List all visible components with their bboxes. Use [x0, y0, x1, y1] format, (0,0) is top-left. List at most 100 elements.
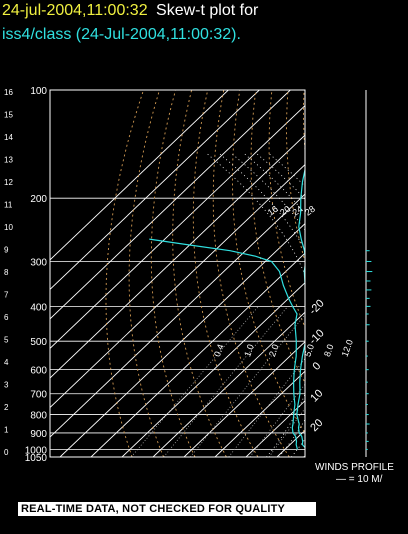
dry-adiabat-line — [286, 90, 305, 263]
plot-title: 24-jul-2004,11:00:32 Skew-t plot for — [2, 2, 258, 20]
dry-adiabat-line — [384, 90, 408, 457]
isotherm-line — [90, 252, 305, 457]
pressure-tick-label: 1000 — [25, 445, 48, 456]
dry-adiabat-grid — [105, 90, 408, 457]
isotherm-line — [50, 90, 260, 291]
dry-adiabat-line — [172, 90, 227, 457]
height-tick-label: 13 — [4, 156, 13, 165]
dry-adiabat-line — [400, 90, 408, 457]
height-tick-label: 15 — [4, 111, 13, 120]
dry-adiabat-line — [212, 90, 290, 457]
height-tick-label: 14 — [4, 133, 13, 142]
height-tick-label: 10 — [4, 223, 13, 232]
height-tick-label: 12 — [4, 178, 13, 187]
dry-adiabat-line — [231, 90, 305, 434]
mixing-ratio-line — [249, 383, 305, 457]
dry-adiabat-line — [368, 90, 408, 457]
height-tick-label: 8 — [4, 268, 9, 277]
isotherm-line — [50, 163, 305, 409]
pressure-tick-label: 400 — [30, 302, 47, 313]
moist-adiabat-label: 20 — [278, 204, 292, 218]
mixing-ratio-label: 0.4 — [212, 343, 226, 358]
temperature-tick-label: 10 — [308, 387, 325, 404]
wind-profile-label: WINDS PROFILE — [315, 462, 394, 473]
height-tick-label: 6 — [4, 313, 9, 322]
mixing-ratio-line — [228, 358, 305, 457]
height-tick-label: 11 — [4, 201, 13, 210]
height-tick-label: 5 — [4, 336, 9, 345]
dry-adiabat-line — [192, 90, 259, 457]
temperature-tick-label: -20 — [307, 297, 327, 317]
mixing-ratio-label: 5.0 — [302, 343, 316, 358]
quality-warning: REAL-TIME DATA, NOT CHECKED FOR QUALITY — [18, 502, 316, 516]
isotherm-line — [50, 90, 291, 320]
wind-profile — [365, 90, 373, 457]
mixing-ratio-label: 8.0 — [322, 343, 336, 358]
isotherm-line — [152, 311, 305, 457]
isotherm-line — [121, 282, 305, 457]
isotherm-line — [245, 400, 305, 457]
wind-scale-label: — = 10 M/ — [336, 474, 383, 485]
height-tick-label: 7 — [4, 291, 9, 300]
mixing-ratio-line — [163, 306, 289, 457]
pressure-tick-label: 800 — [30, 411, 47, 422]
temperature-tick-label: 0 — [310, 360, 323, 373]
isotherm-line — [308, 90, 408, 457]
moist-adiabat-label: 28 — [303, 204, 317, 218]
isotherm-grid — [50, 90, 408, 457]
dry-adiabat-line — [105, 90, 144, 457]
pressure-tick-label: 200 — [30, 194, 47, 205]
height-tick-label: 16 — [4, 88, 13, 97]
height-tick-label: 2 — [4, 403, 9, 412]
moist-adiabat-label: 16 — [266, 204, 280, 218]
plot-subtitle: iss4/class (24-Jul-2004,11:00:32). — [2, 26, 241, 43]
dry-adiabat-line — [268, 90, 305, 329]
isotherm-line — [59, 223, 305, 457]
dry-adiabat-line — [320, 90, 408, 457]
plot-frame — [49, 89, 306, 458]
height-tick-label: 1 — [4, 426, 9, 435]
temperature-tick-label: 20 — [308, 417, 325, 434]
isotherm-line — [50, 90, 229, 261]
height-tick-label: 3 — [4, 381, 9, 390]
mixing-ratio-line — [189, 314, 305, 457]
isotherm-line — [50, 193, 305, 438]
height-tick-label: 0 — [4, 448, 9, 457]
dry-adiabat-line — [336, 90, 408, 457]
isotherm-line — [401, 90, 408, 457]
pressure-tick-label: 700 — [30, 390, 47, 401]
temperature-profile-line — [296, 166, 305, 449]
isotherm-line — [183, 341, 305, 457]
isobar-grid — [50, 197, 305, 450]
isotherm-line — [370, 90, 408, 457]
moist-adiabat-line — [243, 152, 305, 457]
mixing-ratio-label: 2.0 — [267, 343, 281, 358]
mixing-ratio-label: 1.0 — [242, 343, 256, 358]
pressure-tick-label: 600 — [30, 366, 47, 377]
title-date: 24-jul-2004,11:00:32 — [2, 2, 148, 19]
mixing-ratio-line — [130, 306, 259, 457]
isotherm-line — [50, 134, 305, 379]
isotherm-line — [339, 90, 408, 457]
mixing-ratio-label: 12.0 — [340, 338, 355, 358]
pressure-tick-label: 1050 — [25, 453, 48, 464]
pressure-tick-label: 300 — [30, 257, 47, 268]
mixing-ratio-grid: 0.4 1.0 2.0 5.0 8.0 12.0 — [130, 306, 355, 457]
height-tick-label: 9 — [4, 246, 9, 255]
axis-labels: 1050100090080070060050040030020010001234… — [4, 86, 327, 464]
dry-adiabat-line — [250, 90, 305, 384]
dry-adiabat-line — [150, 90, 196, 457]
isotherm-line — [214, 370, 305, 457]
pressure-tick-label: 900 — [30, 429, 47, 440]
mixing-ratio-line — [268, 407, 305, 457]
dewpoint-profile-line — [149, 238, 298, 450]
dry-adiabat-line — [128, 90, 165, 457]
pressure-tick-label: 100 — [30, 86, 47, 97]
isotherm-line — [276, 429, 305, 457]
dry-adiabat-line — [352, 90, 408, 457]
isotherm-line — [50, 104, 305, 350]
height-tick-label: 4 — [4, 358, 9, 367]
sounding-profiles — [149, 166, 305, 450]
title-main: Skew-t plot for — [156, 2, 259, 19]
